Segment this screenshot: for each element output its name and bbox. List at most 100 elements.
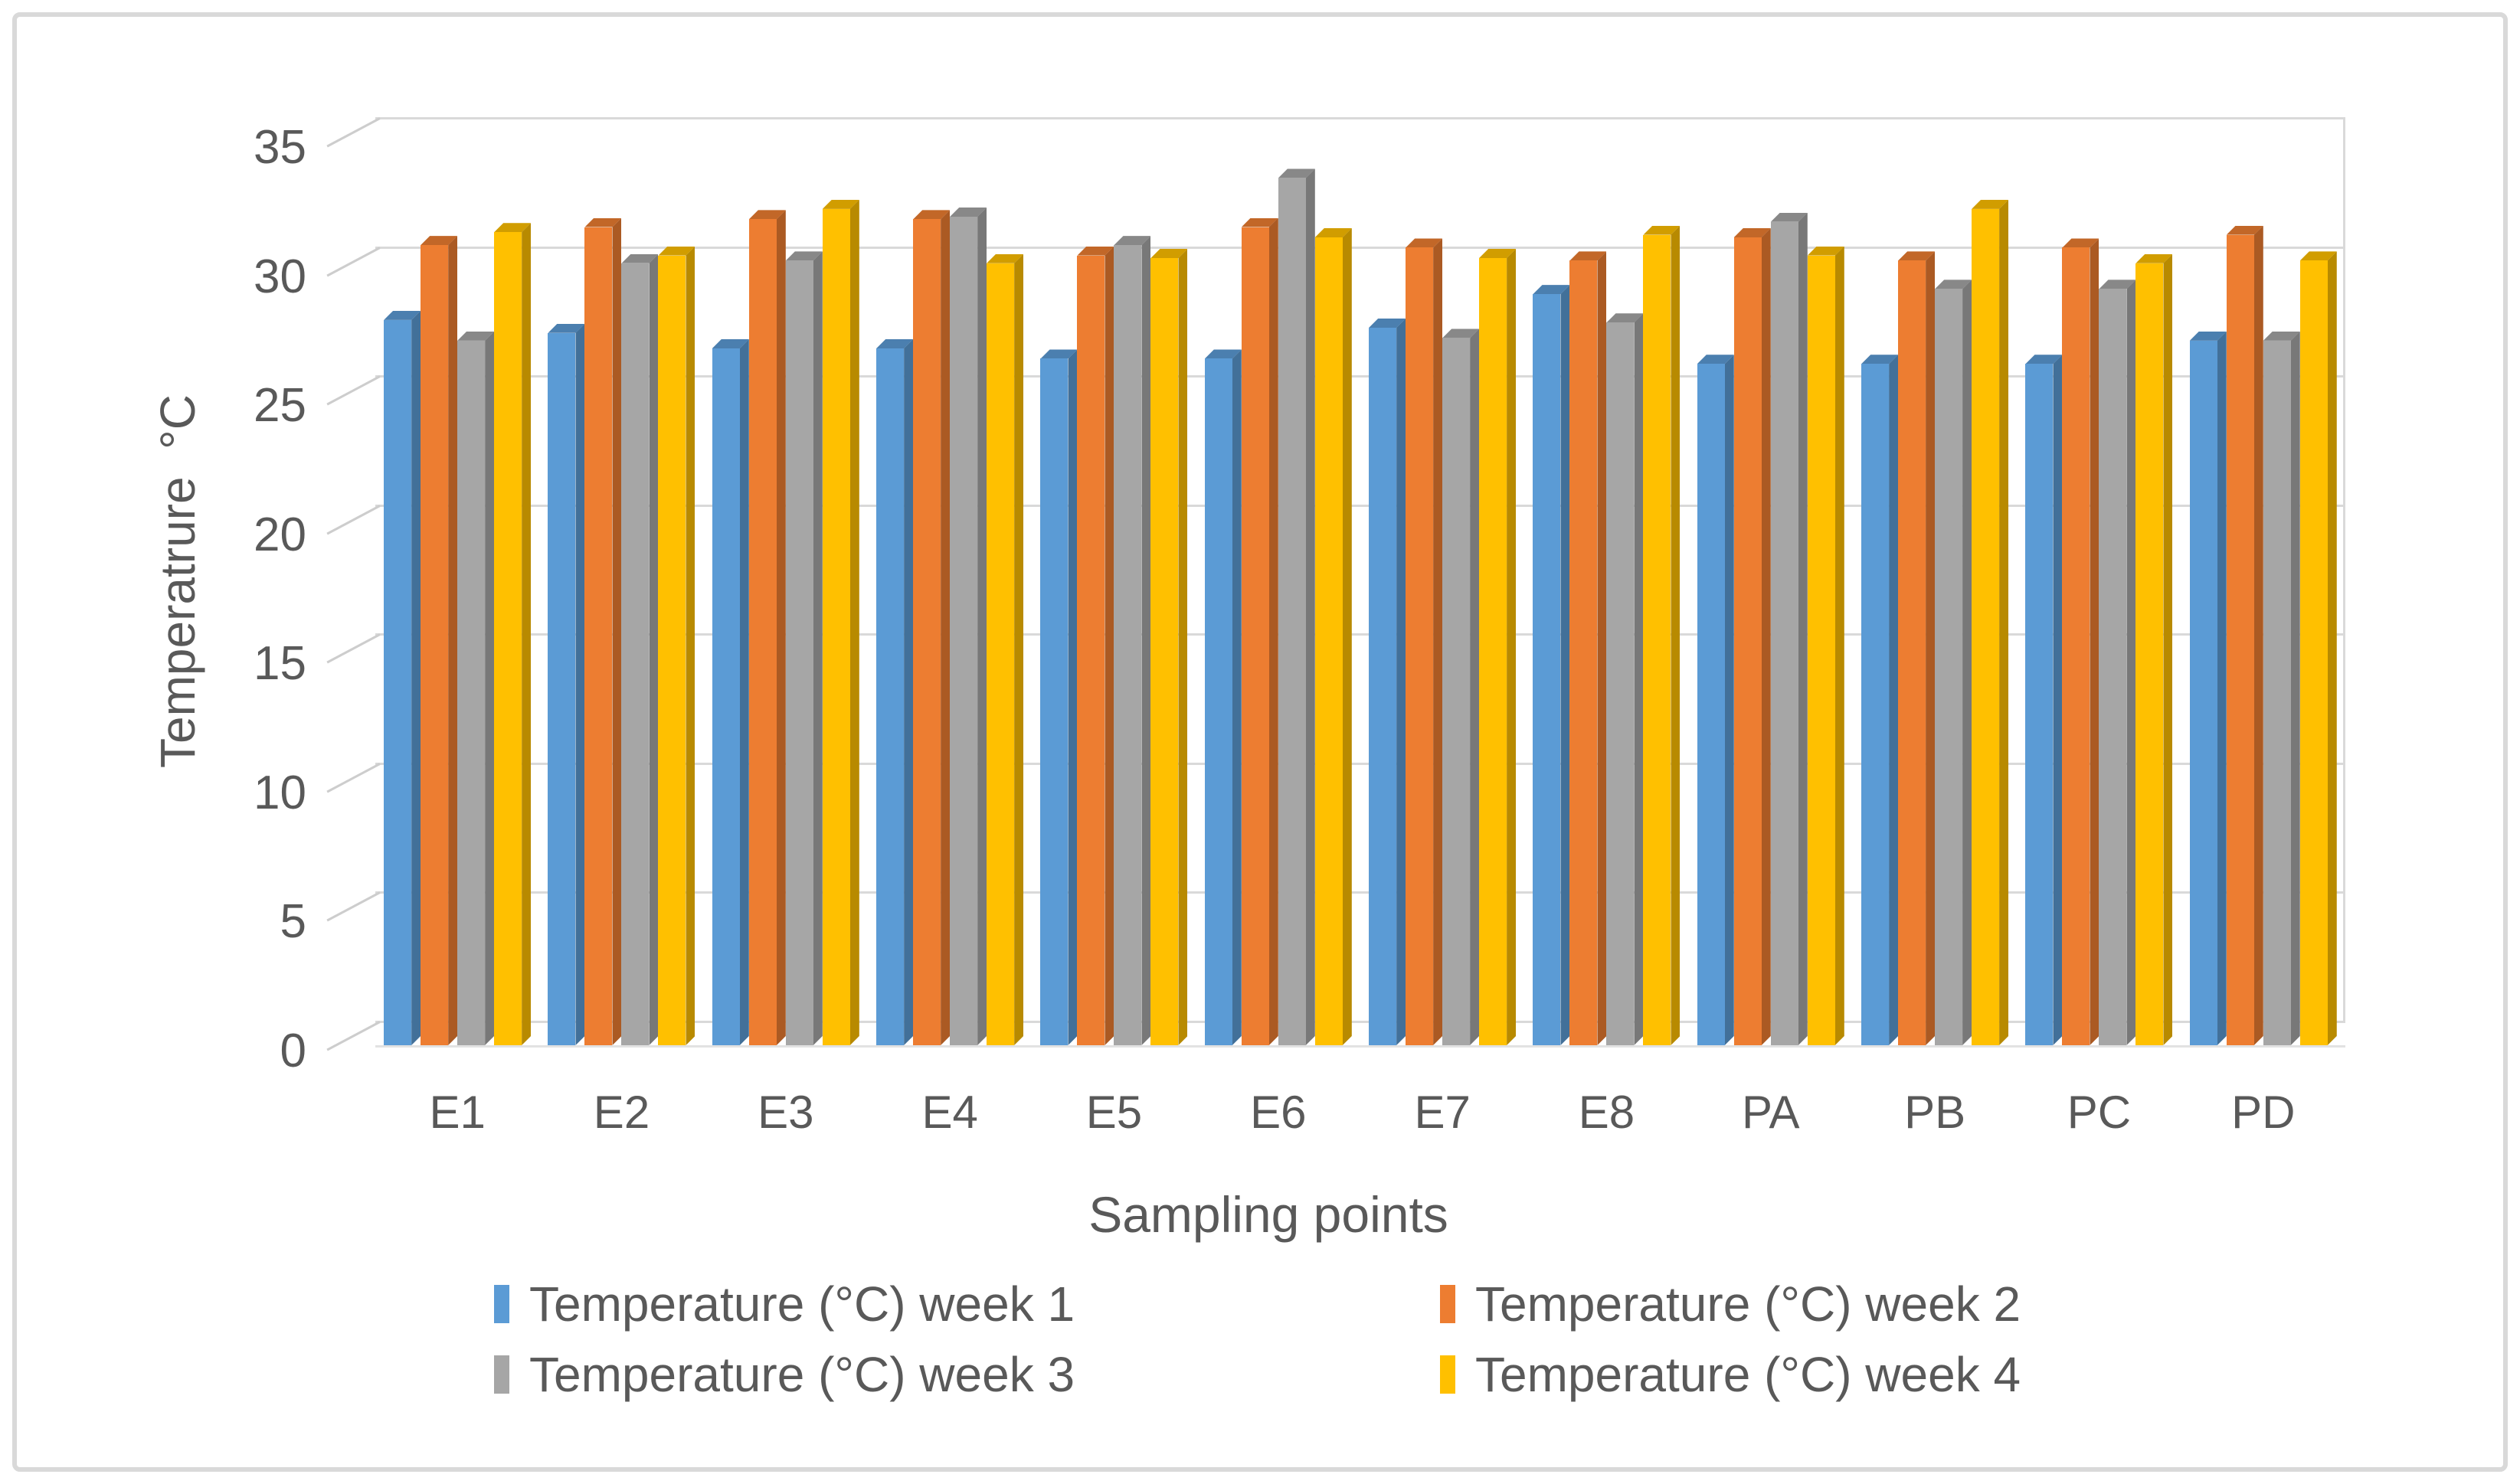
plot-right-wall bbox=[2343, 117, 2345, 1021]
bar-front-face bbox=[1533, 294, 1561, 1045]
bar-E5-week3 bbox=[1114, 236, 1150, 1045]
legend-swatch-week2 bbox=[1440, 1285, 1455, 1323]
bar-side-face bbox=[1634, 313, 1643, 1045]
bar-side-face bbox=[575, 324, 584, 1045]
bar-side-face bbox=[448, 236, 457, 1045]
bar-front-face bbox=[822, 208, 850, 1045]
y-tick-label: 35 bbox=[254, 121, 306, 174]
legend-label: Temperature (°C) week 1 bbox=[529, 1276, 1075, 1332]
bar-top-face bbox=[384, 311, 421, 320]
bar-side-face bbox=[1105, 247, 1114, 1045]
bar-front-face bbox=[1935, 289, 1963, 1045]
x-tick-label-PB: PB bbox=[1904, 1087, 1966, 1138]
bar-side-face bbox=[1068, 349, 1077, 1045]
bar-top-face bbox=[786, 251, 823, 260]
bar-side-face bbox=[1597, 251, 1606, 1045]
bar-E2-week3 bbox=[621, 254, 658, 1045]
bar-top-face bbox=[621, 254, 658, 263]
bar-side-face bbox=[2254, 226, 2263, 1045]
legend-label: Temperature (°C) week 2 bbox=[1475, 1276, 2021, 1332]
bar-PC-week3 bbox=[2099, 279, 2135, 1045]
bar-front-face bbox=[913, 219, 941, 1045]
bar-E2-week2 bbox=[584, 218, 621, 1045]
bar-front-face bbox=[712, 348, 740, 1045]
bar-group-PC bbox=[2017, 238, 2181, 1045]
bar-group-PB bbox=[1853, 200, 2017, 1045]
bar-top-face bbox=[1406, 238, 1442, 247]
x-tick-label-E1: E1 bbox=[429, 1087, 486, 1138]
bar-front-face bbox=[748, 219, 777, 1045]
bar-front-face bbox=[1643, 234, 1671, 1045]
bar-side-face bbox=[649, 254, 658, 1045]
bar-side-face bbox=[1141, 236, 1150, 1045]
bar-top-face bbox=[1242, 218, 1278, 227]
x-tick-label-E6: E6 bbox=[1250, 1087, 1307, 1138]
bar-side-face bbox=[2163, 254, 2172, 1045]
bar-side-face bbox=[485, 332, 494, 1045]
bar-side-face bbox=[1470, 329, 1479, 1045]
bar-E7-week1 bbox=[1369, 319, 1406, 1045]
bar-front-face bbox=[1204, 358, 1232, 1045]
bar-top-face bbox=[950, 208, 987, 217]
bar-top-face bbox=[1315, 228, 1352, 237]
bar-E5-week2 bbox=[1077, 247, 1114, 1045]
bar-top-face bbox=[749, 210, 786, 219]
gridline-10: 10 bbox=[254, 762, 2345, 817]
bar-side-face bbox=[1343, 228, 1352, 1045]
bar-PA-week2 bbox=[1733, 228, 1771, 1045]
bar-side-face bbox=[941, 210, 950, 1045]
x-tick-label-E2: E2 bbox=[593, 1087, 650, 1138]
bar-E6-week4 bbox=[1314, 228, 1352, 1045]
legend-item-week2: Temperature (°C) week 2 bbox=[1440, 1276, 2021, 1332]
bar-side-face bbox=[1926, 251, 1935, 1045]
bar-top-face bbox=[712, 339, 749, 348]
bar-side-face bbox=[411, 311, 421, 1045]
bar-top-face bbox=[1569, 251, 1606, 260]
bar-side-face bbox=[2053, 355, 2062, 1045]
x-tick-label-PA: PA bbox=[1741, 1087, 1800, 1138]
bar-front-face bbox=[1770, 221, 1798, 1045]
bar-top-face bbox=[1533, 285, 1569, 294]
gridline-5: 5 bbox=[280, 891, 2345, 946]
bar-front-face bbox=[1479, 257, 1507, 1045]
bar-group-E6 bbox=[1196, 168, 1360, 1045]
gridline-30: 30 bbox=[254, 246, 2345, 301]
y-tick-label: 5 bbox=[280, 895, 306, 949]
bar-front-face bbox=[1278, 178, 1306, 1045]
bar-group-E7 bbox=[1360, 238, 1524, 1045]
legend: Temperature (°C) week 1 Temperature (°C) … bbox=[494, 1276, 2021, 1402]
bar-E3-week4 bbox=[822, 200, 859, 1045]
bar-side-face bbox=[977, 208, 987, 1045]
bar-side-face bbox=[813, 251, 823, 1045]
bar-front-face bbox=[2099, 289, 2127, 1045]
bar-E1-week4 bbox=[494, 223, 531, 1045]
bar-front-face bbox=[1114, 245, 1142, 1045]
x-axis-title: Sampling points bbox=[1088, 1186, 1448, 1243]
bar-side-face bbox=[1269, 218, 1278, 1046]
bar-PA-week1 bbox=[1697, 355, 1734, 1045]
x-tick-label-E5: E5 bbox=[1085, 1087, 1143, 1138]
bar-side-face bbox=[1433, 238, 1442, 1045]
bar-side-face bbox=[1396, 319, 1406, 1045]
bar-side-face bbox=[1178, 249, 1187, 1045]
bar-top-face bbox=[421, 236, 457, 245]
bar-front-face bbox=[421, 245, 449, 1045]
bar-front-face bbox=[950, 217, 978, 1045]
bar-PB-week3 bbox=[1935, 279, 1972, 1045]
bar-side-face bbox=[904, 339, 913, 1045]
legend-label: Temperature (°C) week 4 bbox=[1475, 1347, 2021, 1402]
y-tick-label: 30 bbox=[254, 250, 306, 303]
bar-E4-week2 bbox=[913, 210, 950, 1045]
bar-side-face bbox=[1889, 355, 1898, 1045]
bar-top-face bbox=[494, 223, 531, 232]
gridline-0: 0 bbox=[280, 1020, 2345, 1075]
bar-side-face bbox=[1014, 254, 1023, 1045]
x-axis-labels: E1 E2 E3 E4 E5 E6 E7 E8 PA PB PC PD bbox=[375, 1086, 2345, 1139]
bar-side-face bbox=[740, 339, 749, 1045]
bar-PD-week3 bbox=[2263, 332, 2300, 1045]
bar-group-E2 bbox=[539, 218, 703, 1045]
bar-top-face bbox=[823, 200, 859, 209]
bar-front-face bbox=[1442, 338, 1471, 1045]
x-tick-label-E8: E8 bbox=[1578, 1087, 1635, 1138]
bar-E4-week4 bbox=[987, 254, 1023, 1045]
